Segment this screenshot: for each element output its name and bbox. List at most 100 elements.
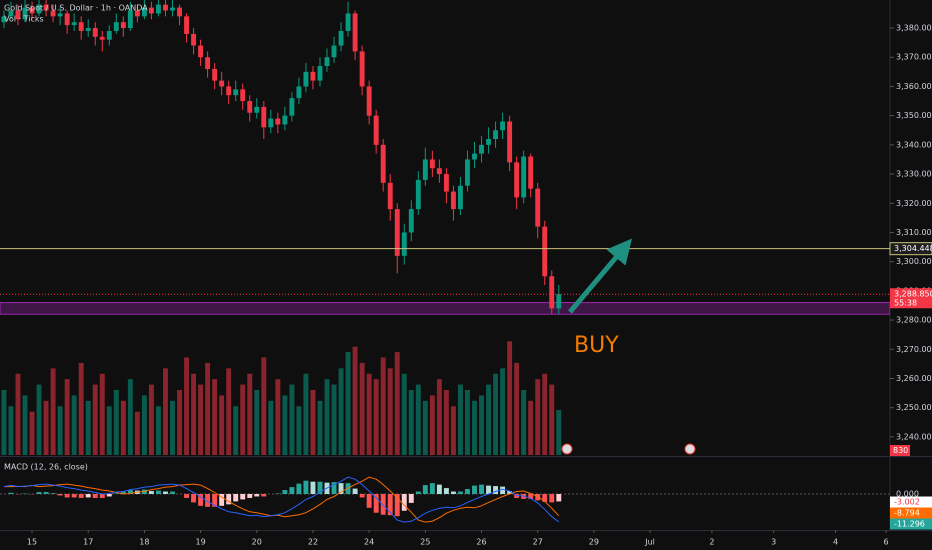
volume-bar (507, 341, 513, 455)
macd-histogram-bar (43, 492, 49, 494)
event-icon[interactable] (684, 443, 696, 455)
volume-bar (8, 406, 14, 455)
candle-body (247, 101, 253, 113)
macd-histogram-bar (261, 494, 267, 497)
macd-histogram-bar (198, 494, 204, 506)
countdown: 55:38 (894, 299, 917, 308)
candle-body (148, 7, 154, 14)
y-tick-label: 3,350.000 (896, 111, 932, 120)
volume-bar (50, 368, 56, 455)
candle-body (191, 33, 197, 46)
candle-body (507, 121, 513, 163)
candle-body (85, 28, 91, 31)
candle-body (472, 153, 477, 160)
volume-bar (317, 400, 323, 455)
candle-body (500, 121, 506, 131)
volume-bar (226, 368, 232, 455)
volume-bar (380, 357, 386, 455)
candle-body (556, 294, 562, 309)
volume-bar (219, 395, 225, 455)
volume-bar (177, 390, 182, 455)
candle-body (465, 159, 470, 186)
macd-histogram-bar (64, 494, 70, 498)
macd-histogram-bar (472, 485, 477, 494)
candle-body (205, 57, 211, 69)
candle-body (521, 156, 527, 198)
volume-bar (415, 384, 421, 455)
volume-bar (148, 384, 154, 455)
y-tick-label: 3,270.000 (896, 345, 932, 354)
volume-bar (36, 384, 42, 455)
support-zone (0, 302, 890, 315)
macd-histogram-bar (240, 494, 246, 500)
volume-bar (240, 384, 246, 455)
chart-title: Gold Spot / U.S. Dollar · 1h · OANDA (4, 4, 148, 13)
volume-bar (64, 379, 70, 455)
candle-body (219, 80, 225, 87)
candle-body (352, 13, 358, 52)
macd-histogram-bar (78, 494, 84, 498)
volume-bar (521, 390, 527, 455)
candle-body (436, 168, 442, 175)
y-tick-label: 3,320.000 (896, 199, 932, 208)
volume-bar (422, 400, 428, 455)
macd-histogram-bar (422, 485, 428, 494)
volume-bar (205, 362, 211, 455)
candle-body (71, 22, 77, 26)
volume-bar (457, 384, 463, 455)
candle-body (324, 57, 330, 67)
macd-histogram-bar (366, 494, 372, 508)
candle-body (177, 7, 182, 17)
macd-histogram-bar (317, 481, 323, 494)
volume-bar (436, 379, 442, 455)
y-tick-label: 3,310.000 (896, 228, 932, 237)
candle-body (92, 28, 98, 37)
macd-histogram-bar (359, 494, 365, 498)
macd-histogram-bar (36, 492, 42, 494)
macd-value-label: -11.296 (894, 520, 925, 529)
candle-body (345, 13, 351, 31)
macd-histogram-bar (155, 490, 161, 494)
candle-body (127, 10, 133, 29)
current-price-label: 3,288.850 (894, 290, 932, 299)
buy-arrow (568, 238, 633, 314)
volume-bar (170, 400, 175, 455)
volume-bar (289, 384, 295, 455)
macd-histogram-bar (401, 494, 407, 511)
x-tick-label: 18 (139, 538, 149, 547)
macd-histogram-bar (528, 494, 534, 499)
candle-body (254, 106, 260, 113)
macd-histogram-bar (387, 494, 393, 516)
volume-bar (57, 406, 63, 455)
candle-body (528, 156, 534, 189)
macd-histogram-bar (303, 480, 309, 494)
macd-histogram-bar (338, 483, 344, 494)
volume-bar (500, 368, 506, 455)
macd-histogram-bar (247, 494, 253, 498)
candle-body (422, 159, 428, 180)
x-tick-label: 24 (364, 538, 374, 547)
volume-bar (141, 395, 147, 455)
volume-bar (268, 400, 274, 455)
macd-histogram-bar (373, 494, 379, 513)
volume-bar (303, 373, 309, 455)
candle-body (282, 115, 288, 125)
candle-body (415, 179, 421, 210)
macd-value-bg (890, 507, 932, 519)
x-tick-label: 25 (420, 538, 430, 547)
candle-body (64, 13, 70, 26)
candle-body (120, 22, 126, 29)
event-icon[interactable] (561, 443, 573, 455)
volume-bar (528, 400, 534, 455)
y-tick-label: 3,370.000 (896, 53, 932, 62)
macd-histogram-bar (542, 494, 548, 502)
volume-bar (43, 400, 49, 455)
candle-body (549, 276, 555, 309)
y-tick-label: 3,250.000 (896, 403, 932, 412)
volume-bar (345, 352, 351, 455)
x-tick-label: 17 (83, 538, 93, 547)
candle-body (542, 226, 548, 277)
volume-bar (261, 357, 267, 455)
candle-body (289, 98, 295, 116)
candle-body (240, 89, 246, 102)
